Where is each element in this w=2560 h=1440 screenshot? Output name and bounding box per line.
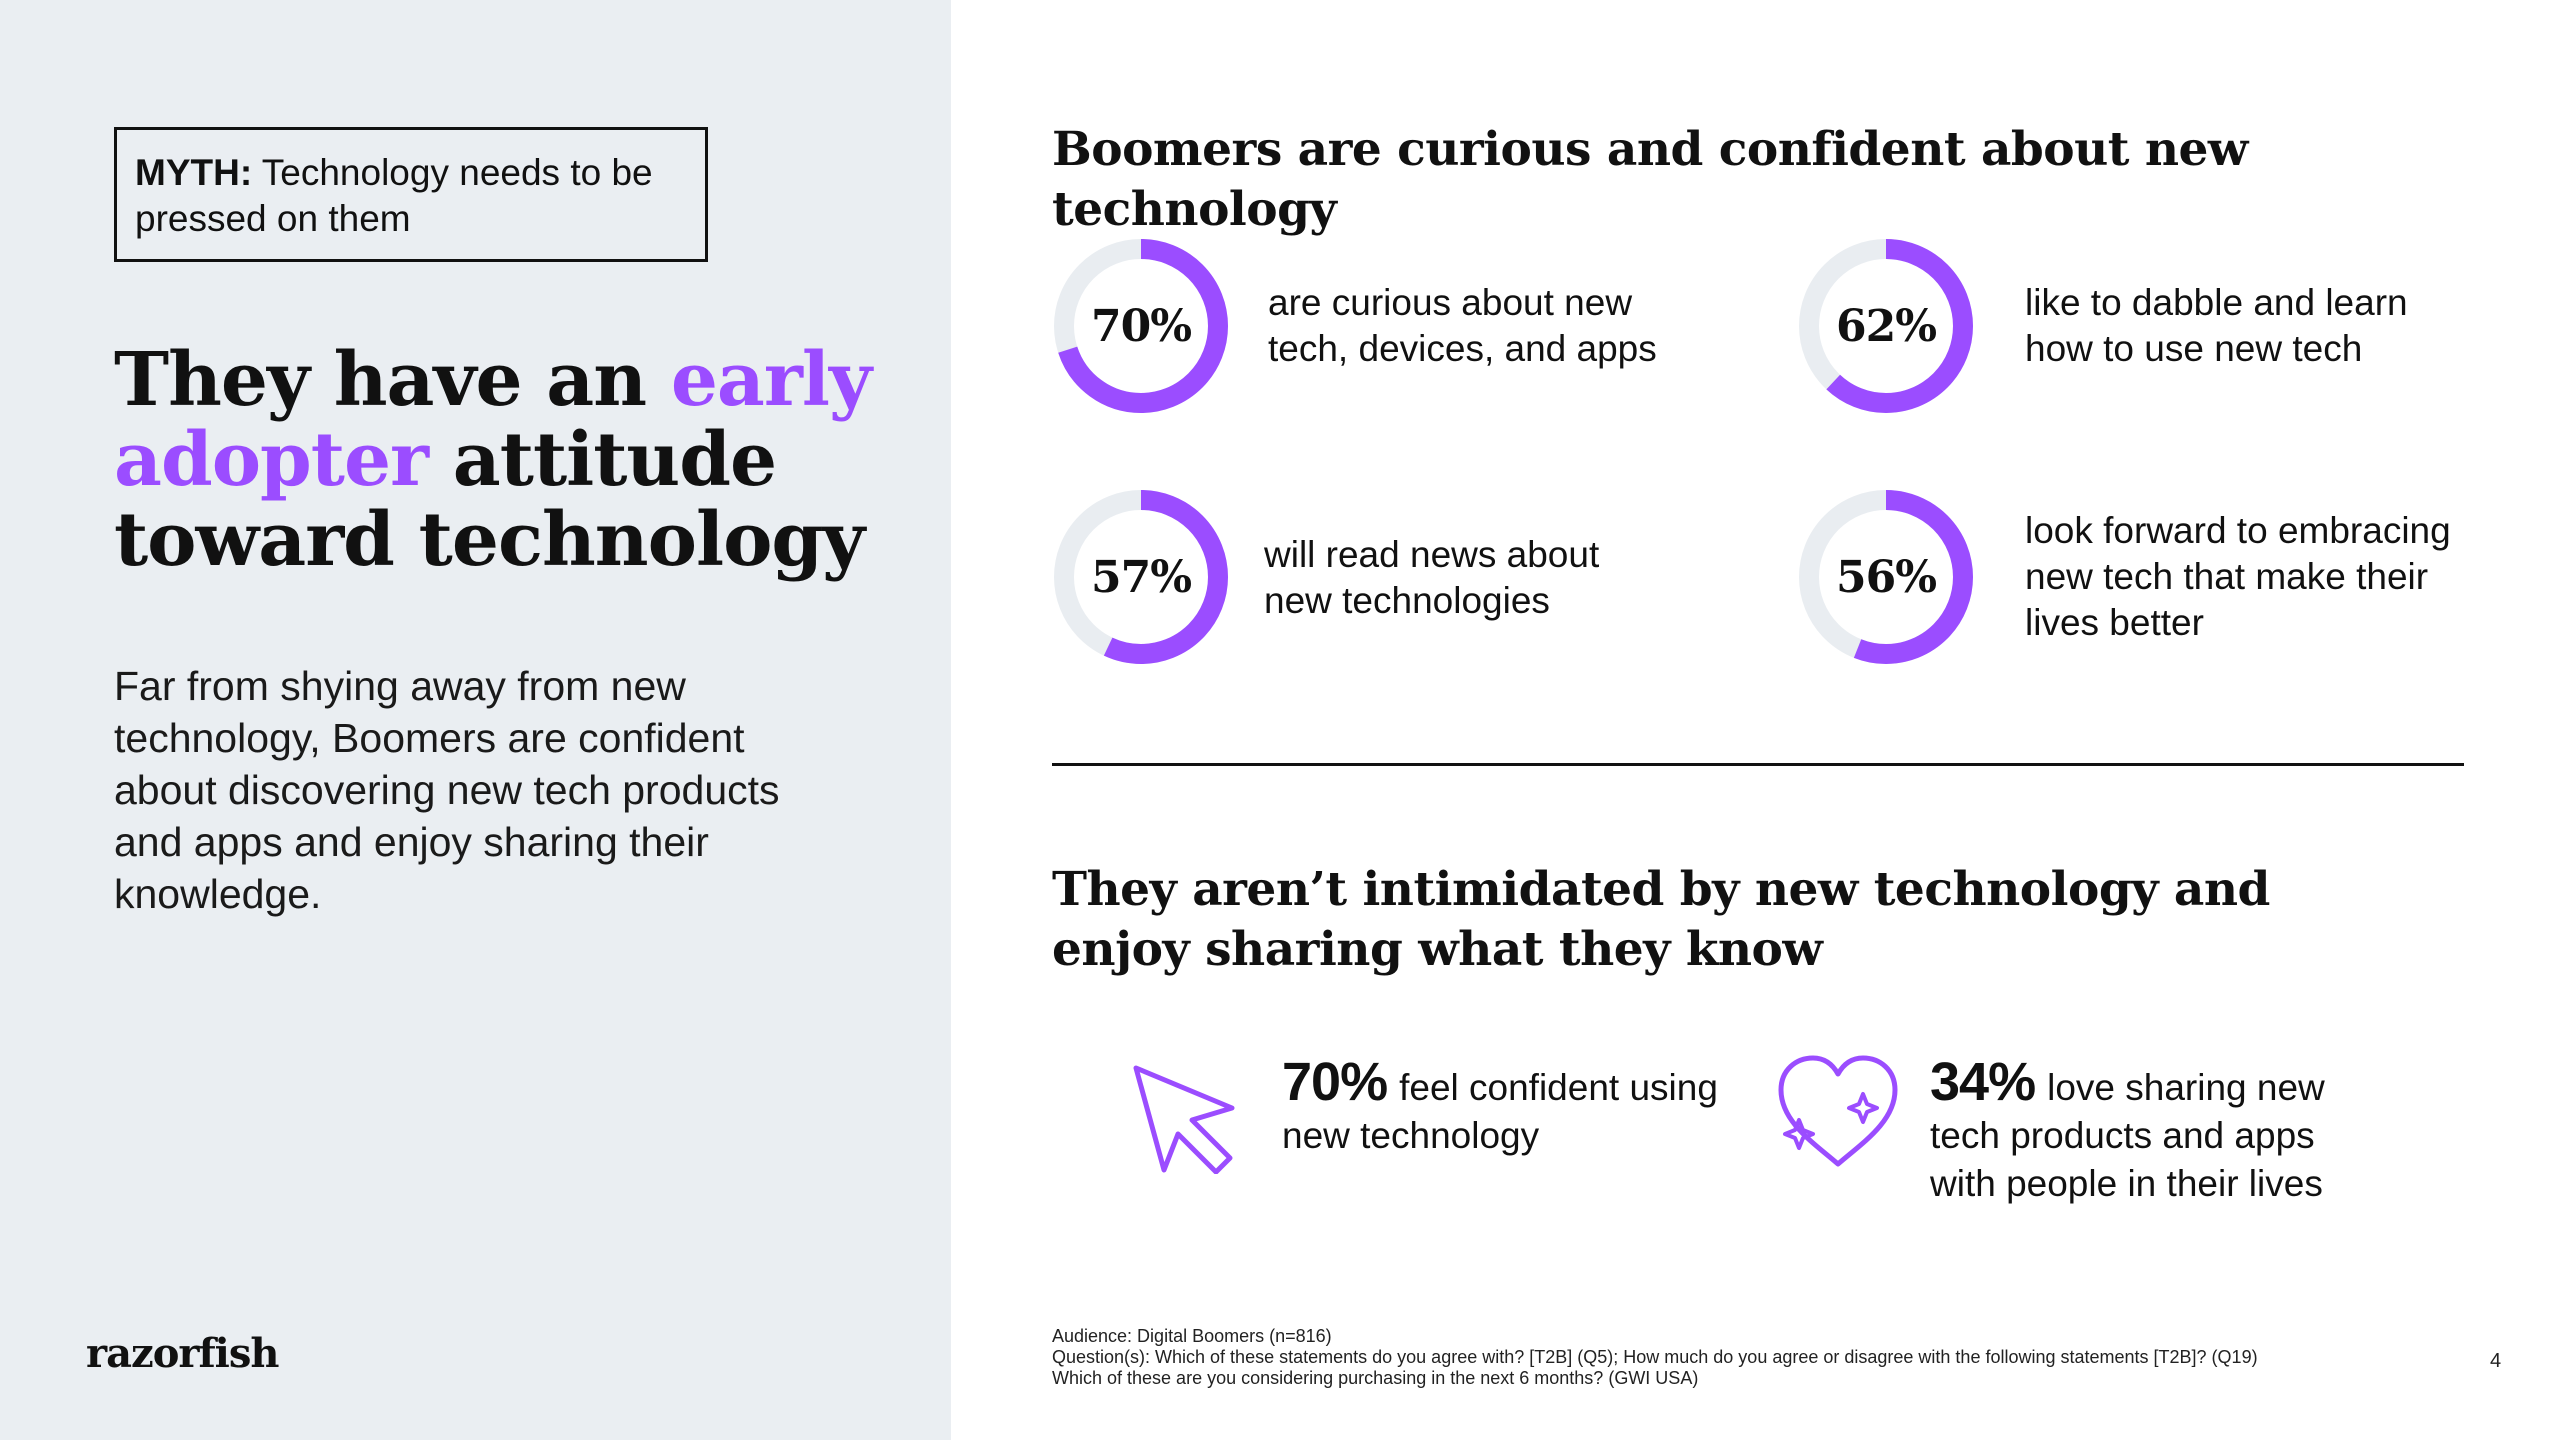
stat-ring: 62% <box>1795 235 1977 417</box>
myth-box: MYTH: Technology needs to be pressed on … <box>114 127 708 262</box>
stat-ring: 56% <box>1795 486 1977 668</box>
stat-text: will read news about new technologies <box>1264 534 1600 621</box>
section2-title: They aren’t intimidated by new technolog… <box>1052 862 2270 977</box>
left-panel <box>0 0 951 1440</box>
headline-part2: attitude toward technology <box>114 417 865 583</box>
razorfish-logo: razorfish <box>86 1330 279 1377</box>
stat-value: 62% <box>1835 300 1937 352</box>
stat-ring: 70% <box>1050 235 1232 417</box>
feature-value: 34% <box>1930 1052 2036 1112</box>
donut-chart <box>1799 490 1973 664</box>
ring-fill <box>1799 490 1973 664</box>
footnote-questions-2: Which of these are you considering purch… <box>1052 1368 1699 1388</box>
myth-text: Technology needs to be pressed on them <box>135 152 653 239</box>
headline-accent: early adopter <box>114 337 872 503</box>
feature-value: 70% <box>1282 1052 1388 1112</box>
headline-part1: They have an <box>114 337 671 423</box>
stat-text: look forward to embracing new tech that … <box>2025 510 2451 643</box>
footnote-questions: Question(s): Which of these statements d… <box>1052 1347 2258 1367</box>
intro-paragraph: Far from shying away from new technology… <box>114 663 780 917</box>
stat-value: 57% <box>1090 551 1192 603</box>
feature-description: feel confident using new technology <box>1282 1067 1718 1156</box>
stat-value: 70% <box>1090 300 1192 352</box>
ring-fill <box>1799 239 1973 413</box>
donut-chart <box>1054 490 1228 664</box>
heart-sparkle-icon <box>1775 1052 1901 1177</box>
cursor-icon <box>1130 1062 1240 1179</box>
section1-title: Boomers are curious and confident about … <box>1052 122 2248 237</box>
stat-value: 56% <box>1835 551 1937 603</box>
page-number: 4 <box>2490 1350 2502 1372</box>
myth-label: MYTH: <box>135 152 253 193</box>
page-headline: They have an early adopter attitude towa… <box>114 340 894 580</box>
stat-text: like to dabble and learn how to use new … <box>2025 282 2408 369</box>
donut-chart <box>1054 239 1228 413</box>
ring-fill <box>1054 490 1228 664</box>
section-divider <box>1052 763 2464 766</box>
feature-text: 70% feel confident using new technology <box>1282 1055 1722 1160</box>
ring-fill <box>1054 239 1228 413</box>
stat-text: are curious about new tech, devices, and… <box>1268 282 1657 369</box>
feature-text: 34% love sharing new tech products and ap… <box>1930 1055 2360 1208</box>
footnote-audience: Audience: Digital Boomers (n=816) <box>1052 1326 1332 1346</box>
stat-ring: 57% <box>1050 486 1232 668</box>
donut-chart <box>1799 239 1973 413</box>
feature-description: love sharing new tech products and apps … <box>1930 1067 2325 1204</box>
footnote: Audience: Digital Boomers (n=816) Questi… <box>1052 1326 2432 1389</box>
